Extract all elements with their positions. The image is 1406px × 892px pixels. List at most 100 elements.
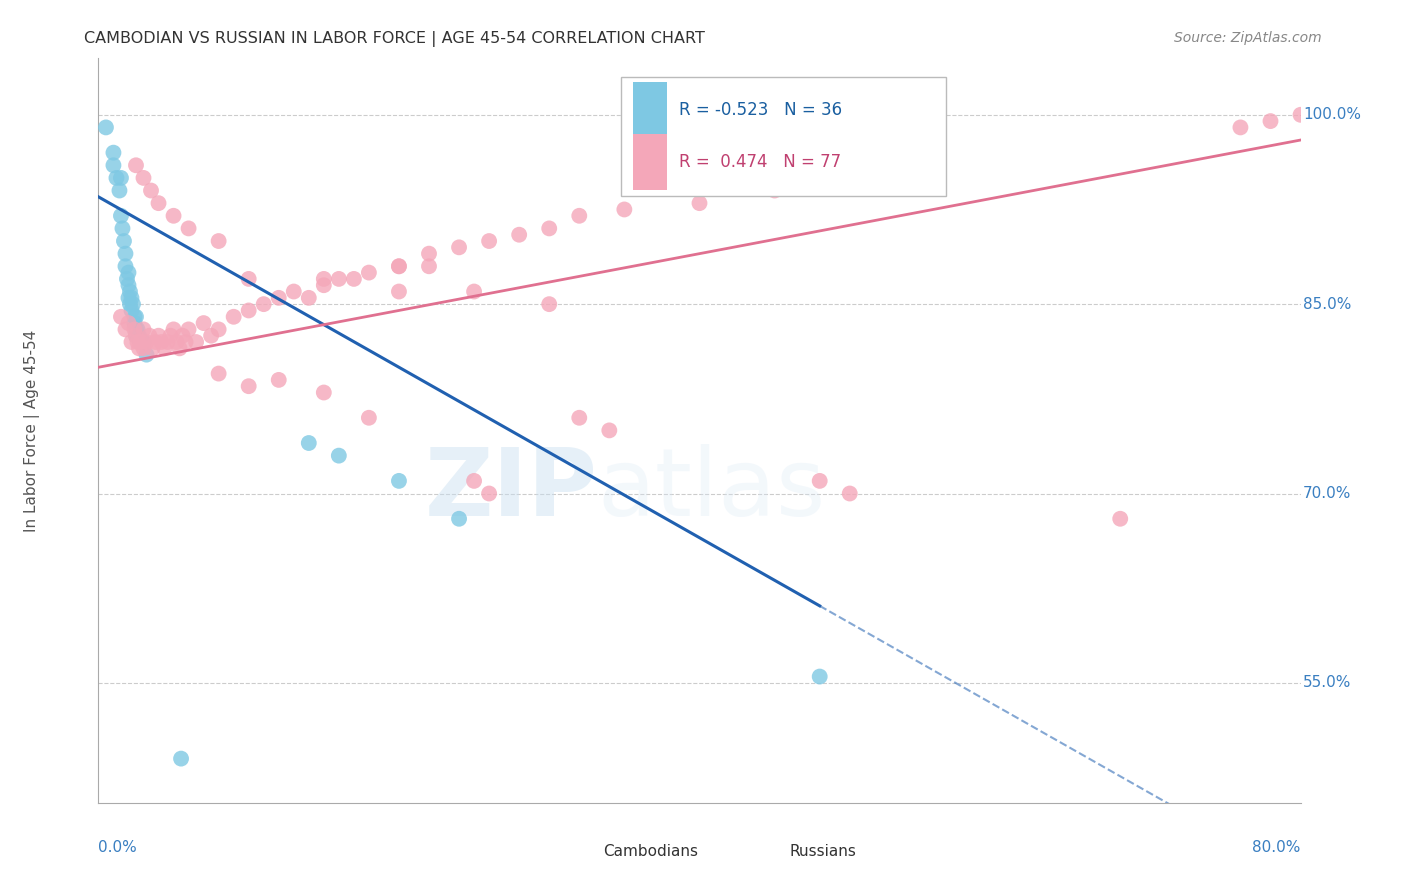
Point <box>159 328 181 343</box>
Point <box>838 486 860 500</box>
Point <box>103 145 125 160</box>
Point <box>238 379 260 393</box>
Point <box>117 291 139 305</box>
Point <box>117 278 139 293</box>
Point <box>598 423 620 437</box>
Point <box>238 272 260 286</box>
Point <box>177 221 200 235</box>
Point <box>808 669 831 683</box>
Point <box>141 342 163 356</box>
Point <box>1319 102 1341 116</box>
Point <box>105 170 128 185</box>
Point <box>125 310 148 324</box>
Point <box>267 291 290 305</box>
Point <box>145 334 167 349</box>
Point <box>343 272 366 286</box>
Point <box>124 322 146 336</box>
Text: R =  0.474   N = 77: R = 0.474 N = 77 <box>679 153 841 171</box>
Point <box>170 751 193 765</box>
Point <box>94 120 117 135</box>
Point <box>184 334 207 349</box>
Point <box>115 272 138 286</box>
FancyBboxPatch shape <box>633 135 666 190</box>
Point <box>114 322 136 336</box>
Text: 80.0%: 80.0% <box>1253 840 1301 855</box>
Point <box>508 227 530 242</box>
Point <box>312 272 335 286</box>
Point <box>127 322 149 336</box>
Point <box>135 348 157 362</box>
Point <box>447 240 470 254</box>
Text: 0.0%: 0.0% <box>98 840 138 855</box>
Point <box>478 234 501 248</box>
Point <box>162 322 184 336</box>
Point <box>110 310 132 324</box>
Text: Cambodians: Cambodians <box>603 844 699 859</box>
Text: R = -0.523   N = 36: R = -0.523 N = 36 <box>679 101 842 119</box>
Point <box>108 184 131 198</box>
Point <box>447 512 470 526</box>
Point <box>357 410 380 425</box>
Point <box>418 246 440 260</box>
Point <box>1289 108 1312 122</box>
Point <box>208 367 231 381</box>
Point <box>124 316 146 330</box>
Point <box>463 285 485 299</box>
Point <box>111 221 134 235</box>
Point <box>162 209 184 223</box>
Point <box>114 246 136 260</box>
Point <box>121 291 143 305</box>
Point <box>121 303 143 318</box>
Point <box>1109 512 1132 526</box>
Point <box>148 196 170 211</box>
Point <box>127 334 149 349</box>
Text: Russians: Russians <box>790 844 856 859</box>
Point <box>568 209 591 223</box>
Point <box>312 385 335 400</box>
Point <box>125 328 148 343</box>
Point <box>328 272 350 286</box>
Point <box>132 334 155 349</box>
Point <box>124 310 146 324</box>
Point <box>568 410 591 425</box>
Point <box>125 158 148 172</box>
Point <box>238 303 260 318</box>
Point <box>156 334 179 349</box>
Point <box>1260 114 1282 128</box>
Bar <box>567 837 593 865</box>
Point <box>328 449 350 463</box>
Point <box>117 266 139 280</box>
Point <box>193 316 215 330</box>
FancyBboxPatch shape <box>633 82 666 138</box>
Point <box>132 322 155 336</box>
Point <box>118 297 141 311</box>
Point <box>125 328 148 343</box>
Point <box>538 297 561 311</box>
Point <box>110 170 132 185</box>
Point <box>688 196 710 211</box>
Point <box>150 334 173 349</box>
Point <box>135 334 157 349</box>
Point <box>222 310 245 324</box>
Text: 55.0%: 55.0% <box>1303 675 1351 690</box>
Point <box>138 328 160 343</box>
Point <box>283 285 305 299</box>
Point <box>200 328 222 343</box>
Point <box>388 260 411 274</box>
Point <box>166 334 188 349</box>
Text: 70.0%: 70.0% <box>1303 486 1351 501</box>
Point <box>174 334 197 349</box>
Text: CAMBODIAN VS RUSSIAN IN LABOR FORCE | AGE 45-54 CORRELATION CHART: CAMBODIAN VS RUSSIAN IN LABOR FORCE | AG… <box>84 31 706 47</box>
Point <box>388 285 411 299</box>
Point <box>128 328 150 343</box>
Point <box>172 328 194 343</box>
Point <box>118 285 141 299</box>
Point <box>117 316 139 330</box>
Point <box>298 291 321 305</box>
Point <box>153 342 176 356</box>
Point <box>1229 120 1251 135</box>
Point <box>132 170 155 185</box>
Point <box>129 334 152 349</box>
Point <box>208 234 231 248</box>
Text: 85.0%: 85.0% <box>1303 297 1351 311</box>
